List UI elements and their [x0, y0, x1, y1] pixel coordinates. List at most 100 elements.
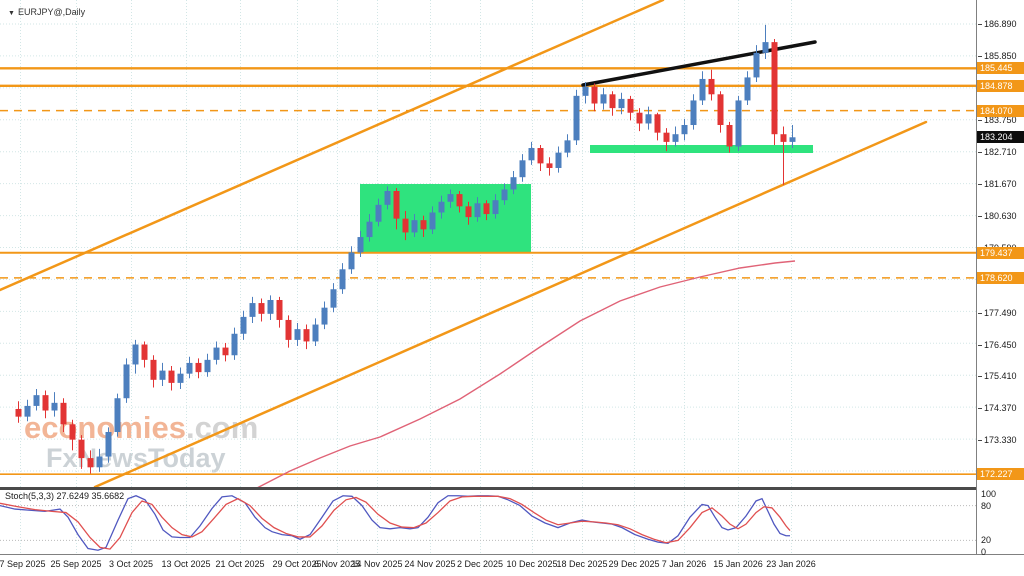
candlestick [411, 214, 418, 238]
candlestick [465, 201, 472, 225]
moving-average-line [254, 260, 796, 490]
stochastic-d-line [0, 495, 791, 550]
price-tick-label: 186.890 [977, 19, 1024, 29]
panel-frame [0, 0, 1024, 555]
price-tick-label: 182.710 [977, 147, 1024, 157]
candlestick [699, 71, 706, 106]
candlestick [303, 324, 310, 350]
candlestick [510, 171, 517, 195]
date-tick-label: 23 Jan 2026 [766, 559, 816, 569]
date-tick-label: 13 Oct 2025 [161, 559, 211, 569]
date-tick-label: 29 Dec 2025 [608, 559, 660, 569]
candlestick [204, 353, 211, 377]
candlestick [195, 358, 202, 379]
price-axis[interactable]: 186.890 185.850 183.750 182.710 181.670 180.6… [977, 0, 1024, 576]
date-tick-label: 15 Jan 2026 [713, 559, 763, 569]
price-tick-label: 176.450 [977, 340, 1024, 350]
stoch-scale-label: 80 [981, 500, 992, 511]
candlestick [474, 197, 481, 222]
candlestick [123, 358, 130, 403]
watermark-brand-suffix: .com [185, 410, 259, 445]
candlestick [42, 390, 49, 419]
stochastic-indicator-label: Stoch(5,3,3) 27.6249 35.6682 [5, 491, 125, 501]
price-tick-label: 183.750 [977, 115, 1024, 125]
candlestick [645, 106, 652, 130]
date-axis[interactable]: 17 Sep 2025 25 Sep 2025 3 Oct 2025 13 Oct 2… [0, 556, 977, 576]
watermark: economies.com FxNewsToday [24, 412, 258, 472]
date-tick-label: 7 Jan 2026 [661, 559, 707, 569]
candlestick [519, 154, 526, 182]
candlestick [744, 71, 751, 106]
candlestick [312, 318, 319, 347]
price-level-label: 184.878 [977, 79, 1024, 92]
date-tick-label: 24 Nov 2025 [404, 559, 456, 569]
candlestick [429, 206, 436, 234]
candlestick [771, 39, 778, 145]
candlestick [600, 88, 607, 110]
stoch-scale-label: 0 [981, 547, 987, 557]
candlestick [456, 191, 463, 213]
stochastic-k-line [0, 495, 790, 551]
channel-line-lower [93, 120, 928, 489]
symbol-label[interactable]: ▼ EURJPY@,Daily [8, 7, 85, 17]
candlestick [753, 45, 760, 83]
candlestick [726, 121, 733, 153]
candlestick [213, 341, 220, 365]
candlestick [159, 362, 166, 386]
date-tick-label: 25 Sep 2025 [50, 559, 102, 569]
candlestick [717, 91, 724, 133]
candlestick [276, 296, 283, 328]
candlestick [51, 392, 58, 417]
candlestick [591, 83, 598, 112]
candlestick [78, 435, 85, 469]
candlestick [177, 367, 184, 390]
candlestick [447, 189, 454, 208]
price-level-label: 184.070 [977, 104, 1024, 117]
candlestick [366, 214, 373, 242]
candlestick [150, 355, 157, 388]
date-tick-label: 17 Sep 2025 [0, 559, 46, 569]
date-tick-label: 2 Dec 2025 [456, 559, 504, 569]
candlestick [546, 157, 553, 176]
candlestick [339, 263, 346, 294]
candlestick [735, 95, 742, 152]
candlestick [168, 365, 175, 391]
support-zones[interactable] [360, 145, 813, 252]
candlestick [609, 91, 616, 116]
watermark-subtitle: FxNewsToday [46, 443, 226, 473]
candlestick [393, 187, 400, 230]
candlestick [258, 298, 265, 322]
current-price-label: 183.204 [977, 131, 1024, 144]
candlestick [141, 341, 148, 368]
candlestick [663, 128, 670, 152]
resistance-trendline [581, 40, 817, 87]
candlestick [330, 283, 337, 313]
price-level-label: 179.437 [977, 246, 1024, 259]
candlestick [654, 112, 661, 141]
candlestick [132, 339, 139, 374]
candlestick [249, 296, 256, 324]
channel-line-upper [0, 0, 665, 292]
candlestick [222, 342, 229, 362]
candlestick [231, 327, 238, 360]
horizontal-level-lines[interactable] [0, 67, 977, 475]
candlestick [420, 215, 427, 238]
candlestick [60, 398, 67, 433]
candlestick [438, 195, 445, 219]
candlestick [294, 323, 301, 347]
candlestick [762, 24, 769, 59]
candlestick [555, 146, 562, 173]
candlestick [402, 210, 409, 241]
symbol-text: EURJPY@,Daily [17, 7, 86, 17]
price-level-label: 172.227 [977, 468, 1024, 481]
candlestick [267, 295, 274, 320]
stochastic-lines [0, 495, 791, 551]
date-tick-label: 10 Dec 2025 [506, 559, 558, 569]
candlestick [681, 118, 688, 141]
candlestick [492, 194, 499, 219]
price-level-label: 185.445 [977, 62, 1024, 75]
candlestick [186, 356, 193, 379]
price-tick-label: 175.410 [977, 371, 1024, 381]
